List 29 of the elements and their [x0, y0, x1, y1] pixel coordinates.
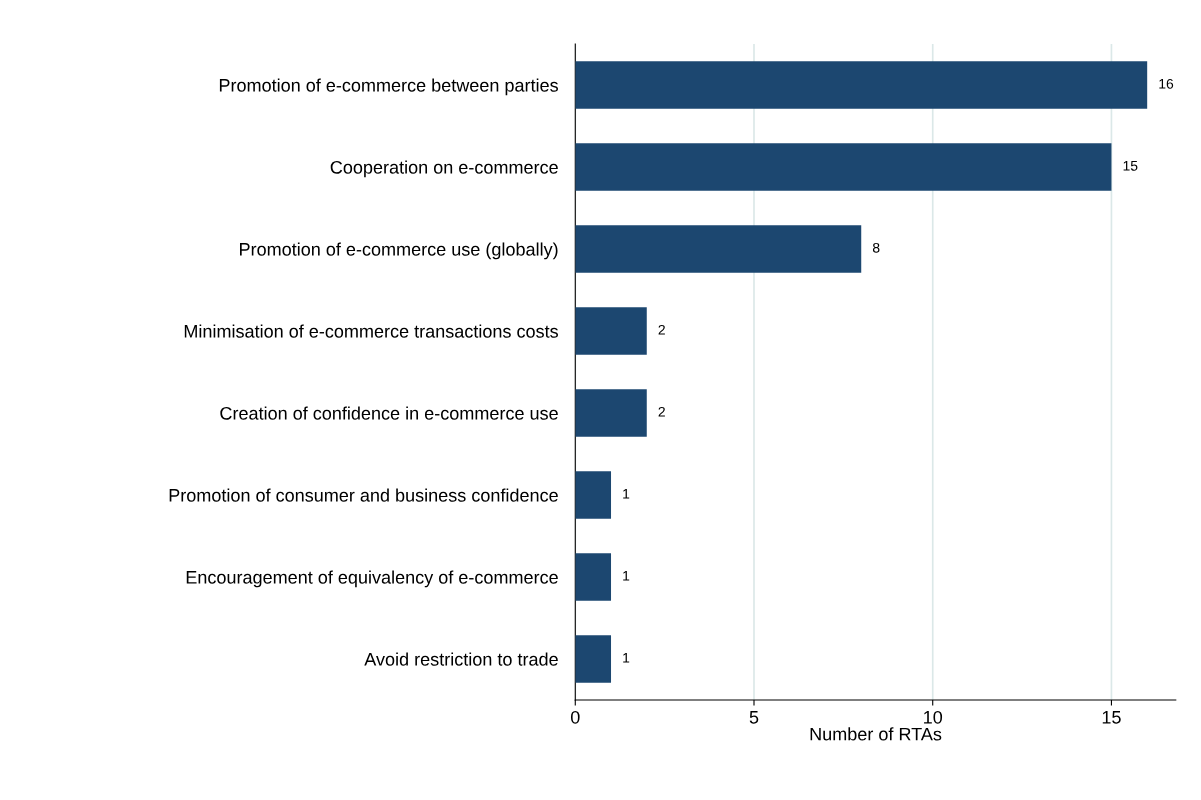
- data-label: 1: [623, 571, 630, 581]
- y-tick-label: Avoid restriction to trade: [364, 652, 558, 666]
- data-label: 1: [623, 489, 630, 499]
- y-tick-label: Minimisation of e-commerce transactions costs: [184, 324, 558, 338]
- y-tick-label: Promotion of e-commerce use (globally): [240, 242, 558, 260]
- data-label: 2: [658, 324, 665, 335]
- bar: [575, 61, 1148, 109]
- y-tick-label: Promotion of e-commerce between parties: [219, 78, 558, 96]
- data-label: 2: [658, 406, 665, 417]
- data-label: 1: [623, 653, 630, 663]
- x-tick-label: 5: [749, 711, 759, 724]
- bar: [575, 389, 647, 437]
- x-tick-label: 10: [924, 710, 943, 724]
- bar: [575, 471, 612, 519]
- data-label: 8: [872, 242, 880, 253]
- y-tick-label: Creation of confidence in e-commerce use: [220, 406, 558, 420]
- bar: [575, 635, 612, 683]
- y-tick-label: Cooperation on e-commerce: [330, 160, 558, 178]
- y-tick-label: Promotion of consumer and business confidence: [169, 488, 558, 502]
- data-label: 16: [1159, 78, 1174, 89]
- bar: [575, 307, 647, 355]
- bar: [575, 225, 862, 273]
- data-label: 15: [1123, 161, 1138, 171]
- x-axis-title: Number of RTAs: [810, 727, 942, 741]
- x-tick-label: 15: [1102, 711, 1121, 724]
- x-tick-label: 0: [570, 710, 580, 724]
- bar: [575, 553, 612, 601]
- bar: [575, 143, 1112, 191]
- y-tick-label: Encouragement of equivalency of e-commerce: [186, 570, 558, 588]
